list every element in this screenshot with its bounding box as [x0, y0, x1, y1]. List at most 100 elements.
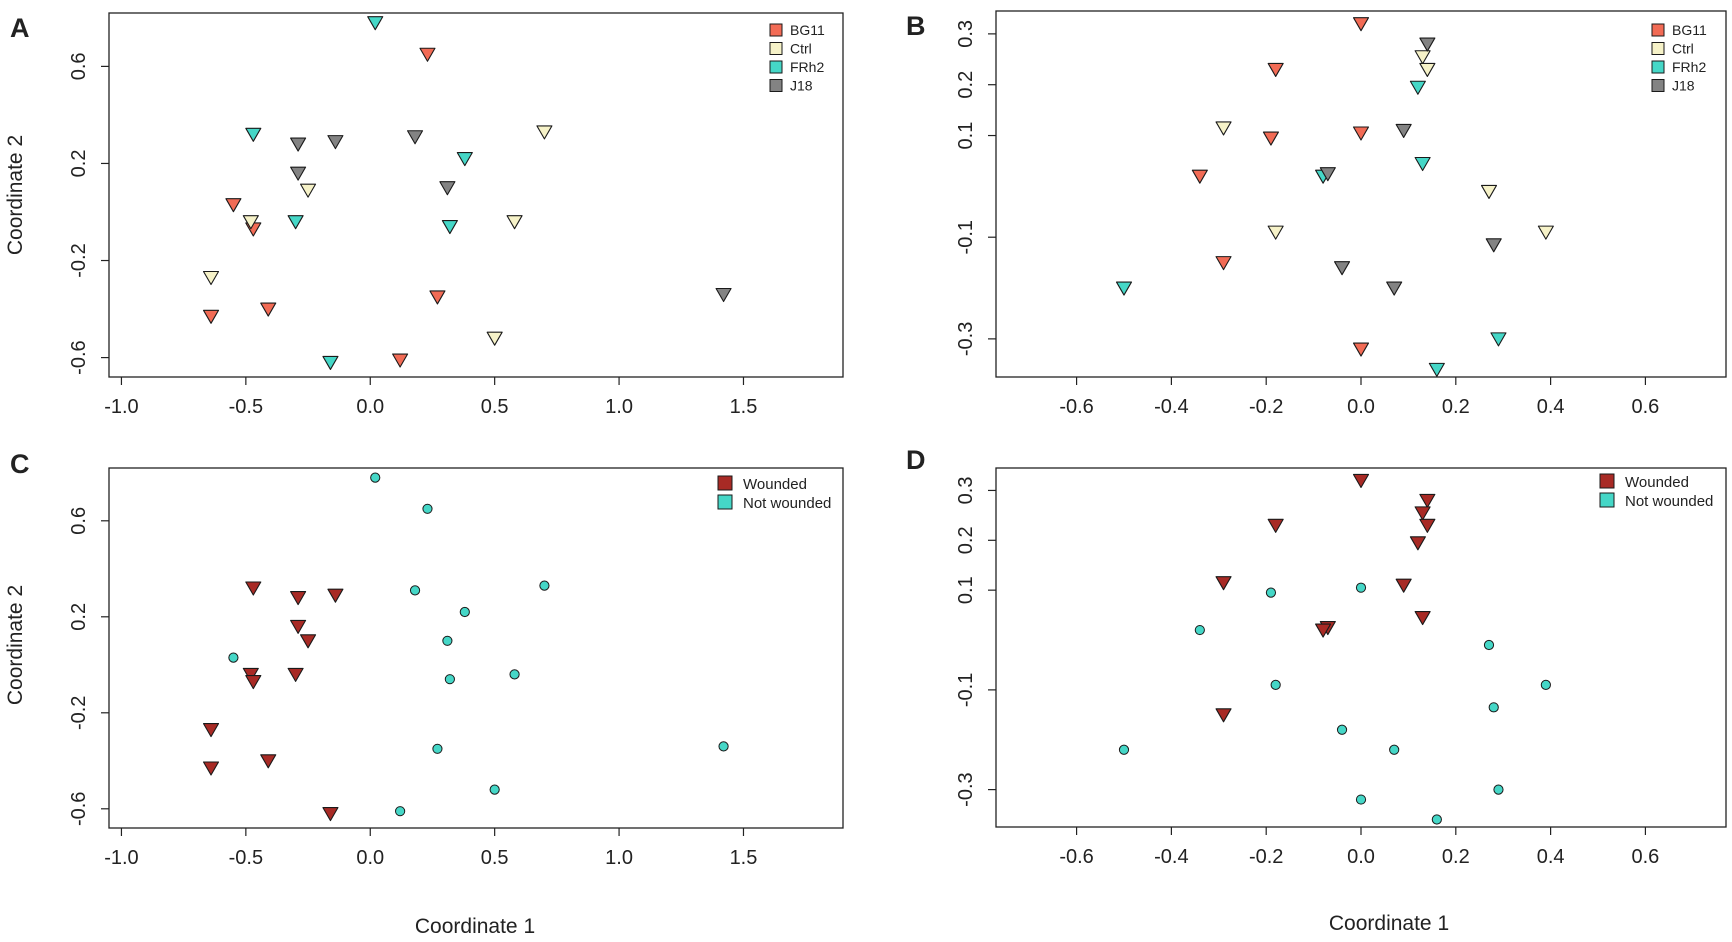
panel-b: B -0.6 -0.4 -0.2 0.0 0.2 0.4 0.6 -0.3 -0.1 0.1 0.2 0… [906, 10, 1727, 418]
data-point [444, 674, 455, 685]
data-point [1355, 582, 1367, 593]
data-point [202, 270, 220, 286]
x-tick-label: -0.6 [1059, 396, 1093, 418]
x-tick-label: 0.0 [1347, 396, 1375, 418]
data-point [1485, 238, 1502, 253]
data-point [300, 634, 317, 649]
data-point [287, 215, 304, 230]
data-point [1483, 639, 1495, 651]
panel-a: A -1.0 -0.5 0.0 0.5 1.0 1.5 -0.6 -0.2 0.2 0.6 Coord… [4, 12, 844, 418]
x-tick-label: -0.4 [1154, 396, 1188, 418]
data-point [245, 581, 262, 596]
data-point [395, 806, 406, 817]
data-point [1386, 281, 1403, 296]
data-point [1480, 184, 1498, 200]
data-point [242, 667, 259, 682]
data-point [290, 619, 307, 634]
legend-label: Ctrl [790, 41, 812, 57]
data-point [429, 290, 446, 305]
data-point [1395, 123, 1412, 139]
data-point [287, 667, 304, 682]
data-point [439, 181, 456, 196]
data-point [392, 353, 409, 368]
legend-a: BG11 Ctrl FRh2 J18 [769, 22, 825, 94]
data-point [1270, 679, 1281, 690]
data-point [1419, 518, 1436, 533]
data-point [1395, 578, 1412, 593]
x-tick-label: -0.5 [229, 396, 263, 418]
panel-letter-d: D [906, 445, 926, 475]
data-point [1409, 80, 1426, 95]
legend-label: Not wounded [743, 495, 831, 512]
y-tick-label: -0.6 [68, 792, 90, 826]
panel-c: C -1.0 -0.5 0.0 0.5 1.0 1.5 -0.6 -0.2 0.2 0.6 Coord… [4, 449, 844, 869]
x-tick-label: 0.4 [1537, 396, 1565, 418]
data-point [1488, 702, 1499, 713]
x-tick-label: 0.2 [1442, 846, 1470, 868]
data-point [1215, 576, 1232, 591]
data-point [202, 761, 220, 776]
y-tick-label: 0.6 [68, 52, 90, 80]
data-point [1493, 784, 1504, 795]
x-tick-label: 0.2 [1442, 396, 1470, 418]
x-axis-title-left: Coordinate 1 [415, 915, 535, 938]
y-tick-label: 0.2 [68, 150, 90, 178]
legend-label: FRh2 [790, 59, 824, 75]
legend-swatch [717, 494, 733, 510]
data-point [1262, 131, 1279, 146]
legend-label: BG11 [790, 22, 825, 38]
data-point [322, 355, 339, 370]
legend-b: BG11 Ctrl FRh2 J18 [1651, 22, 1707, 94]
data-point [1215, 256, 1232, 271]
data-point [489, 784, 500, 795]
data-point [1333, 261, 1351, 276]
data-point [260, 754, 277, 769]
x-tick-label: 1.0 [605, 847, 633, 869]
y-tick-label: 0.3 [955, 477, 977, 505]
legend-d: Wounded Not wounded [1599, 473, 1713, 510]
data-point [406, 130, 424, 145]
y-tick-label: 0.1 [955, 122, 977, 150]
legend-swatch [769, 23, 783, 37]
data-point [718, 741, 729, 752]
y-tick-label: -0.2 [68, 243, 90, 277]
y-tick-label: -0.3 [955, 772, 977, 806]
legend-label: Not wounded [1625, 493, 1713, 510]
data-point [1118, 744, 1130, 755]
data-point [245, 675, 262, 690]
x-tick-label: 0.0 [356, 847, 384, 869]
x-tick-label: 0.6 [1632, 396, 1660, 418]
data-point [1267, 62, 1284, 78]
data-point [1215, 121, 1232, 136]
x-tick-label: -1.0 [104, 847, 138, 869]
data-point [300, 183, 317, 198]
data-point [1267, 225, 1284, 240]
x-tick-label: 1.0 [605, 396, 633, 418]
legend-label: J18 [1672, 78, 1695, 94]
legend-swatch [1599, 492, 1615, 508]
y-tick-label: -0.6 [68, 340, 90, 374]
data-point [1352, 473, 1370, 489]
data-point [327, 135, 344, 150]
x-tick-label: 0.5 [481, 847, 509, 869]
x-tick-label: 1.5 [730, 847, 758, 869]
data-point [1352, 342, 1370, 357]
data-point [1315, 623, 1332, 638]
y-tick-label: -0.1 [955, 220, 977, 254]
legend-swatch [1651, 42, 1665, 55]
plot-frame-c [108, 467, 844, 829]
legend-label: Ctrl [1672, 41, 1694, 57]
data-point [202, 723, 220, 738]
data-point [1414, 50, 1431, 65]
x-axis-title-right: Coordinate 1 [1329, 912, 1449, 935]
y-tick-label: -0.2 [68, 696, 90, 730]
data-point [506, 215, 523, 230]
y-tick-label: 0.2 [68, 603, 90, 631]
legend-swatch [769, 79, 783, 92]
data-point [486, 331, 503, 346]
legend-label: Wounded [1625, 474, 1689, 491]
data-point [1431, 814, 1442, 825]
legend-label: J18 [790, 78, 813, 94]
plot-frame-d [995, 467, 1727, 828]
